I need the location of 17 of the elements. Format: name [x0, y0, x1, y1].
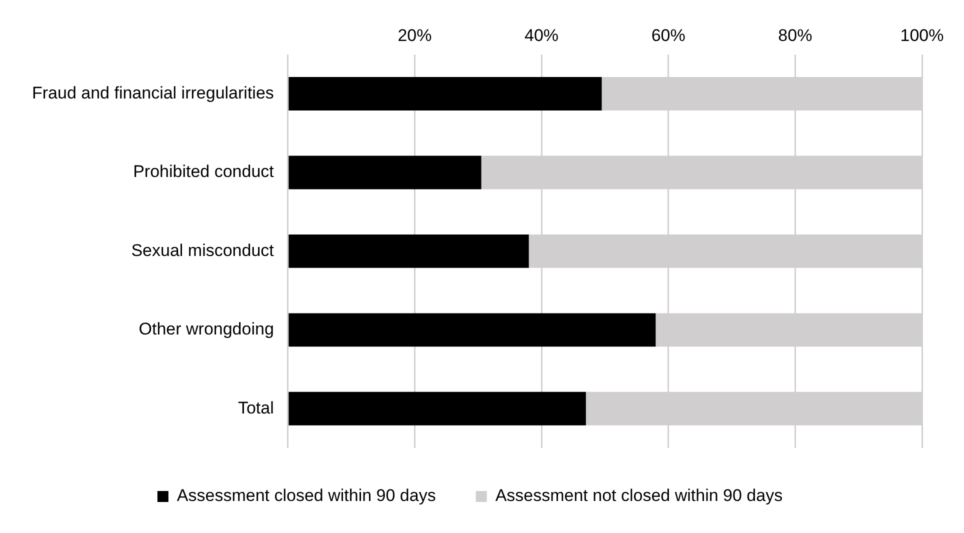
y-tick-label: Total	[238, 398, 274, 418]
bar	[288, 156, 482, 190]
x-tick-label: 100%	[900, 26, 944, 45]
y-tick-label: Prohibited conduct	[133, 162, 274, 182]
y-tick-label: Sexual misconduct	[131, 240, 274, 260]
x-tick-label: 20%	[398, 26, 432, 45]
y-tick-label: Fraud and financial irregularities	[32, 83, 274, 102]
legend-label: Assessment not closed within 90 days	[495, 486, 783, 506]
bar	[288, 234, 529, 268]
bar	[288, 313, 656, 347]
x-tick-label: 80%	[778, 26, 812, 45]
y-tick-label: Other wrongdoing	[138, 320, 274, 339]
legend-label: Assessment closed within 90 days	[176, 486, 436, 506]
x-tick-label: 60%	[651, 26, 686, 45]
bar	[288, 77, 602, 110]
bar	[288, 392, 586, 426]
x-tick-label: 40%	[524, 26, 559, 45]
